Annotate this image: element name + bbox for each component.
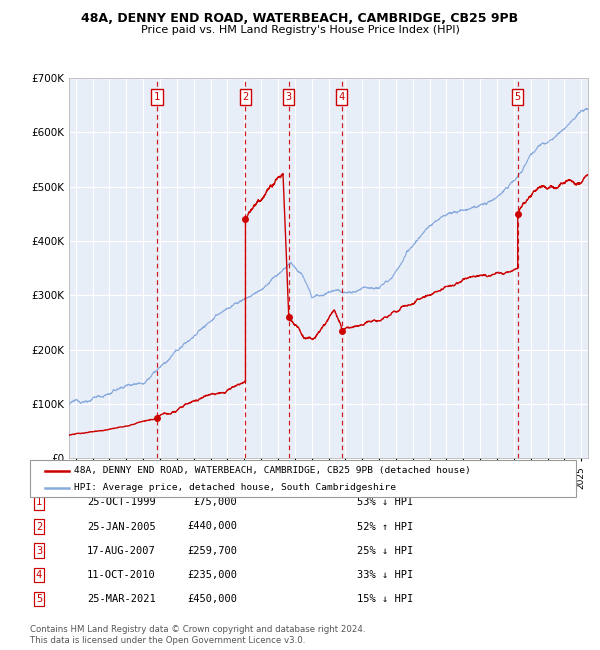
- Text: 25-MAR-2021: 25-MAR-2021: [87, 593, 156, 604]
- Text: HPI: Average price, detached house, South Cambridgeshire: HPI: Average price, detached house, Sout…: [74, 484, 396, 493]
- Text: 33% ↓ HPI: 33% ↓ HPI: [357, 569, 413, 580]
- Text: Contains HM Land Registry data © Crown copyright and database right 2024.
This d: Contains HM Land Registry data © Crown c…: [30, 625, 365, 645]
- Text: 3: 3: [286, 92, 292, 102]
- Text: 4: 4: [338, 92, 345, 102]
- Text: 53% ↓ HPI: 53% ↓ HPI: [357, 497, 413, 508]
- Text: £259,700: £259,700: [187, 545, 237, 556]
- Text: 25-JAN-2005: 25-JAN-2005: [87, 521, 156, 532]
- Text: 11-OCT-2010: 11-OCT-2010: [87, 569, 156, 580]
- Text: £235,000: £235,000: [187, 569, 237, 580]
- Text: 15% ↓ HPI: 15% ↓ HPI: [357, 593, 413, 604]
- Text: 4: 4: [36, 569, 42, 580]
- Text: 5: 5: [515, 92, 521, 102]
- Text: £75,000: £75,000: [193, 497, 237, 508]
- Text: 3: 3: [36, 545, 42, 556]
- Text: 2: 2: [242, 92, 248, 102]
- Text: 52% ↑ HPI: 52% ↑ HPI: [357, 521, 413, 532]
- Text: £450,000: £450,000: [187, 593, 237, 604]
- Text: 2: 2: [36, 521, 42, 532]
- Text: 1: 1: [36, 497, 42, 508]
- Text: 48A, DENNY END ROAD, WATERBEACH, CAMBRIDGE, CB25 9PB (detached house): 48A, DENNY END ROAD, WATERBEACH, CAMBRID…: [74, 466, 470, 475]
- Text: 25-OCT-1999: 25-OCT-1999: [87, 497, 156, 508]
- Text: 5: 5: [36, 593, 42, 604]
- Text: 48A, DENNY END ROAD, WATERBEACH, CAMBRIDGE, CB25 9PB: 48A, DENNY END ROAD, WATERBEACH, CAMBRID…: [82, 12, 518, 25]
- Text: 1: 1: [154, 92, 160, 102]
- Text: Price paid vs. HM Land Registry's House Price Index (HPI): Price paid vs. HM Land Registry's House …: [140, 25, 460, 34]
- Text: £440,000: £440,000: [187, 521, 237, 532]
- Text: 25% ↓ HPI: 25% ↓ HPI: [357, 545, 413, 556]
- Text: 17-AUG-2007: 17-AUG-2007: [87, 545, 156, 556]
